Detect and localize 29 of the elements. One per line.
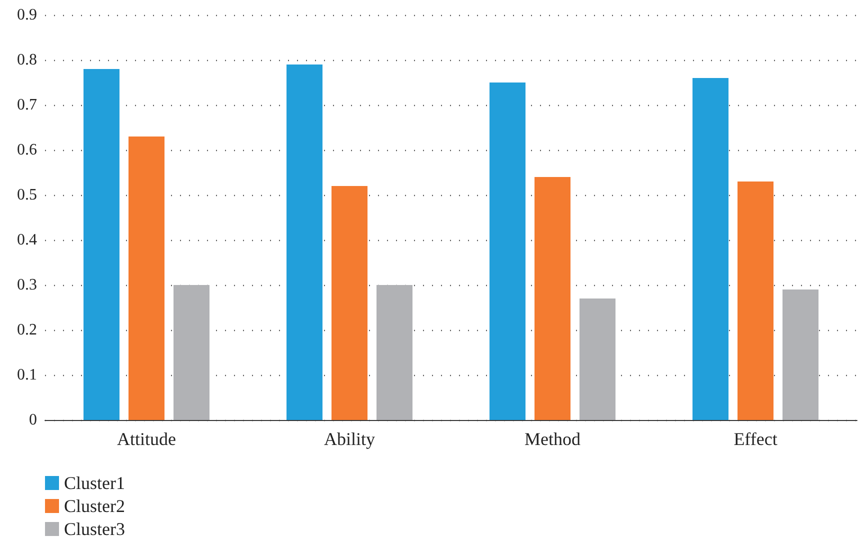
y-tick-label: 0.9 <box>17 6 37 24</box>
y-tick-label: 0.5 <box>17 186 37 204</box>
bar <box>490 82 526 420</box>
y-tick-label: 0.1 <box>17 366 37 384</box>
y-tick-label: 0.3 <box>17 276 37 294</box>
bar <box>128 136 164 420</box>
y-tick-label: 0.2 <box>17 322 37 338</box>
legend-label: Cluster1 <box>64 473 125 493</box>
bar <box>534 177 570 420</box>
bar <box>286 64 322 420</box>
y-tick-label: 0 <box>29 412 37 428</box>
y-tick-label: 0.4 <box>17 232 37 248</box>
x-tick-label: Method <box>524 429 580 449</box>
x-tick-label: Attitude <box>117 429 176 449</box>
x-tick-label: Effect <box>734 429 778 449</box>
bar <box>782 290 818 420</box>
bar <box>580 298 616 420</box>
bar <box>174 285 210 420</box>
bar <box>738 182 774 420</box>
y-tick-label: 0.7 <box>17 96 37 114</box>
y-tick-label: 0.8 <box>17 52 37 68</box>
bar <box>376 285 412 420</box>
bar <box>332 186 368 420</box>
bar <box>692 78 728 420</box>
x-tick-label: Ability <box>324 429 376 449</box>
y-tick-label: 0.6 <box>17 142 37 158</box>
legend-label: Cluster2 <box>64 496 125 516</box>
bar <box>84 69 120 420</box>
legend-label: Cluster3 <box>64 519 125 539</box>
